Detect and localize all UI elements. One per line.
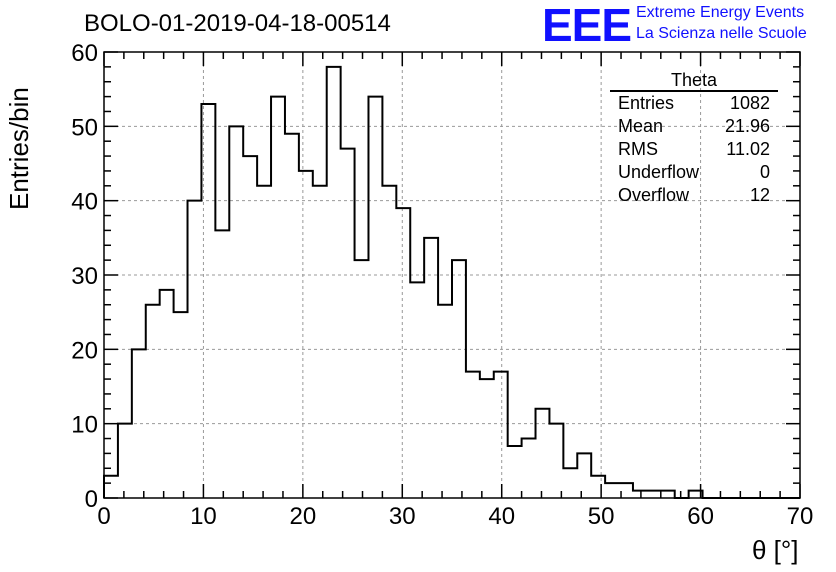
histogram-bin (229, 126, 243, 498)
histogram-bin (160, 290, 174, 498)
stats-title: Theta (610, 70, 778, 92)
stats-box: Theta Entries 1082 Mean 21.96 RMS 11.02 Und… (610, 70, 778, 207)
stats-value: 11.02 (726, 139, 770, 159)
histogram-outline (103, 65, 800, 499)
stats-label: Mean (618, 116, 664, 136)
histogram-bin (563, 468, 577, 498)
histogram-bin (410, 282, 424, 498)
x-tick-label: 70 (787, 503, 814, 530)
histogram-bin (243, 156, 257, 498)
y-tick-label: 50 (71, 114, 98, 141)
stats-value: 0 (759, 162, 770, 182)
stats-row: Entries 1082 (610, 92, 778, 115)
histogram-bin (118, 424, 132, 498)
histogram-bin (368, 97, 382, 498)
histogram-bin (452, 260, 466, 498)
y-tick-label: 0 (85, 486, 98, 513)
histogram-bin (494, 372, 508, 498)
histogram-bin (201, 104, 215, 498)
stats-row: Mean 21.96 (610, 115, 778, 138)
stats-label: RMS (618, 139, 658, 159)
histogram-bin (132, 349, 146, 498)
eee-logo: EEE (542, 0, 632, 51)
stats-value: 21.96 (724, 116, 770, 136)
y-tick-label: 40 (71, 189, 98, 216)
stats-label: Overflow (618, 185, 690, 205)
histogram-bin (327, 67, 341, 498)
histogram-bin (313, 186, 327, 498)
y-tick-label: 60 (71, 40, 98, 67)
x-tick-label: 50 (588, 503, 615, 530)
histogram-bin (424, 238, 438, 498)
histogram-bin (257, 186, 271, 498)
histogram-bin (549, 424, 563, 498)
histogram-bin (508, 446, 522, 498)
logo-line-2: La Scienza nelle Scuole (636, 25, 807, 42)
histogram-bin (215, 230, 229, 498)
histogram-bin (577, 453, 591, 498)
histogram-bin (174, 312, 188, 498)
stats-label: Underflow (618, 162, 700, 182)
histogram-bin (661, 491, 675, 498)
histogram-bin (285, 134, 299, 498)
y-tick-label: 10 (71, 412, 98, 439)
x-tick-label: 10 (190, 503, 217, 530)
histogram-bin (382, 186, 396, 498)
histogram-bin (536, 409, 550, 498)
histogram-bin (605, 483, 619, 498)
histogram-bin (647, 491, 661, 498)
histogram-bin (438, 305, 452, 498)
y-tick-label: 30 (71, 263, 98, 290)
histogram-bin (480, 379, 494, 498)
y-tick-label: 20 (71, 337, 98, 364)
histogram-bin (271, 97, 285, 498)
stats-label: Entries (618, 93, 675, 113)
histogram-bin (591, 476, 605, 498)
histogram-bin (355, 260, 369, 498)
histogram-bin (633, 491, 647, 498)
x-tick-label: 20 (290, 503, 317, 530)
x-tick-label: 40 (488, 503, 515, 530)
x-tick-label: 0 (97, 503, 110, 530)
histogram-bin (522, 439, 536, 498)
histogram-bin (396, 208, 410, 498)
x-tick-label: 60 (687, 503, 714, 530)
x-tick-label: 30 (389, 503, 416, 530)
stats-value: 12 (749, 185, 770, 205)
histogram-bin (299, 171, 313, 498)
histogram-bin (146, 305, 160, 498)
histogram-bin (104, 476, 118, 498)
stats-row: Overflow 12 (610, 184, 778, 207)
histogram-bin (341, 149, 355, 498)
x-axis-label: θ [°] (752, 535, 799, 565)
chart-title: BOLO-01-2019-04-18-00514 (84, 10, 391, 37)
y-axis-label: Entries/bin (4, 87, 34, 210)
histogram-bin (466, 372, 480, 498)
logo-line-1: Extreme Energy Events (636, 4, 805, 21)
stats-value: 1082 (729, 93, 770, 113)
stats-row: RMS 11.02 (610, 138, 778, 161)
histogram-bin (188, 201, 202, 498)
stats-row: Underflow 0 (610, 161, 778, 184)
